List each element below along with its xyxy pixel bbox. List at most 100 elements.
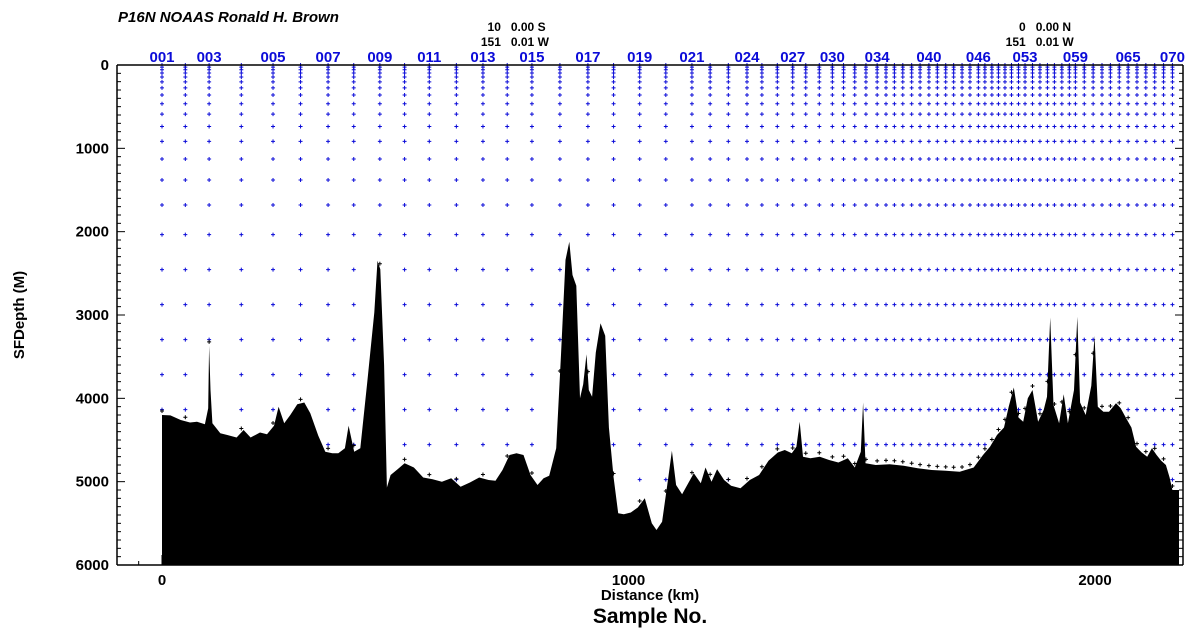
sample-marker: [1117, 101, 1122, 106]
station-label: 001: [149, 49, 174, 66]
sample-marker: [663, 337, 668, 342]
sample-marker: [875, 302, 880, 307]
sample-marker: [775, 112, 780, 117]
sample-marker: [1009, 101, 1014, 106]
sample-marker: [557, 70, 562, 75]
bottom-marker: [298, 397, 303, 402]
sample-marker: [976, 139, 981, 144]
sample-marker: [160, 79, 164, 84]
sample-marker: [1091, 124, 1096, 129]
sample-marker: [183, 178, 188, 183]
sample-marker: [689, 93, 694, 98]
sample-marker: [480, 93, 485, 98]
sample-marker: [759, 101, 764, 106]
sample-marker: [1143, 407, 1148, 412]
sample-marker: [271, 372, 276, 377]
sample-marker: [943, 93, 948, 98]
sample-marker: [852, 337, 857, 342]
sample-marker: [900, 85, 905, 90]
sample-marker: [1082, 267, 1087, 272]
sample-marker: [1045, 267, 1050, 272]
sample-marker: [1016, 124, 1021, 129]
sample-marker: [1052, 74, 1057, 79]
sample-marker: [884, 85, 889, 90]
bottom-marker: [863, 457, 868, 462]
sample-marker: [951, 79, 956, 84]
sample-marker: [726, 202, 731, 207]
sample-marker: [935, 372, 940, 377]
sample-marker: [377, 70, 382, 75]
sample-marker: [1045, 70, 1050, 75]
sample-marker: [744, 112, 749, 117]
sample-marker: [326, 157, 331, 162]
sample-marker: [611, 157, 616, 162]
sample-marker: [298, 267, 303, 272]
sample-marker: [1009, 79, 1014, 84]
sample-marker: [996, 337, 1001, 342]
sample-marker: [943, 70, 948, 75]
sample-marker: [817, 70, 822, 75]
sample-marker: [790, 202, 795, 207]
station-label: 019: [627, 49, 652, 66]
sample-marker: [960, 337, 965, 342]
y-tick-label: 3000: [76, 307, 109, 324]
sample-marker: [1082, 157, 1087, 162]
sample-marker: [943, 79, 948, 84]
sample-marker: [557, 74, 562, 79]
sample-marker: [298, 85, 303, 90]
sample-marker: [900, 442, 905, 447]
sample-marker: [935, 407, 940, 412]
sample-marker: [935, 157, 940, 162]
sample-marker: [1023, 302, 1028, 307]
sample-marker: [1037, 302, 1042, 307]
sample-marker: [803, 372, 808, 377]
sample-marker: [918, 442, 923, 447]
sample-marker: [830, 337, 835, 342]
sample-marker: [960, 407, 965, 412]
sample-marker: [1126, 93, 1131, 98]
sample-marker: [830, 372, 835, 377]
sample-marker: [1143, 74, 1148, 79]
sample-marker: [775, 70, 780, 75]
sample-marker: [1037, 202, 1042, 207]
sample-marker: [557, 157, 562, 162]
sample-marker: [884, 93, 889, 98]
sample-marker: [852, 74, 857, 79]
sample-marker: [1152, 267, 1157, 272]
sample-marker: [663, 101, 668, 106]
sample-marker: [480, 70, 485, 75]
sample-marker: [1009, 85, 1014, 90]
sample-marker: [1073, 139, 1078, 144]
sample-marker: [976, 337, 981, 342]
sample-marker: [951, 337, 956, 342]
sample-marker: [402, 101, 407, 106]
sample-marker: [875, 70, 880, 75]
sample-marker: [935, 93, 940, 98]
sample-marker: [1082, 112, 1087, 117]
sample-marker: [830, 79, 835, 84]
sample-marker: [611, 267, 616, 272]
sample-marker: [1067, 139, 1072, 144]
sample-marker: [726, 139, 731, 144]
sample-marker: [585, 74, 590, 79]
sample-marker: [1030, 101, 1035, 106]
seafloor-profile: [162, 241, 1179, 565]
sample-marker: [160, 302, 164, 307]
sample-marker: [637, 232, 642, 237]
sample-marker: [1117, 372, 1122, 377]
sample-marker: [708, 79, 713, 84]
sample-marker: [1152, 85, 1157, 90]
sample-marker: [183, 302, 188, 307]
sample-marker: [1170, 442, 1175, 447]
sample-marker: [505, 267, 510, 272]
sample-marker: [351, 79, 356, 84]
sample-marker: [402, 85, 407, 90]
sample-marker: [967, 442, 972, 447]
sample-marker: [1030, 139, 1035, 144]
sample-marker: [803, 74, 808, 79]
sample-marker: [1002, 74, 1007, 79]
bottom-marker: [775, 446, 780, 451]
sample-marker: [790, 337, 795, 342]
sample-marker: [663, 442, 668, 447]
sample-marker: [863, 157, 868, 162]
